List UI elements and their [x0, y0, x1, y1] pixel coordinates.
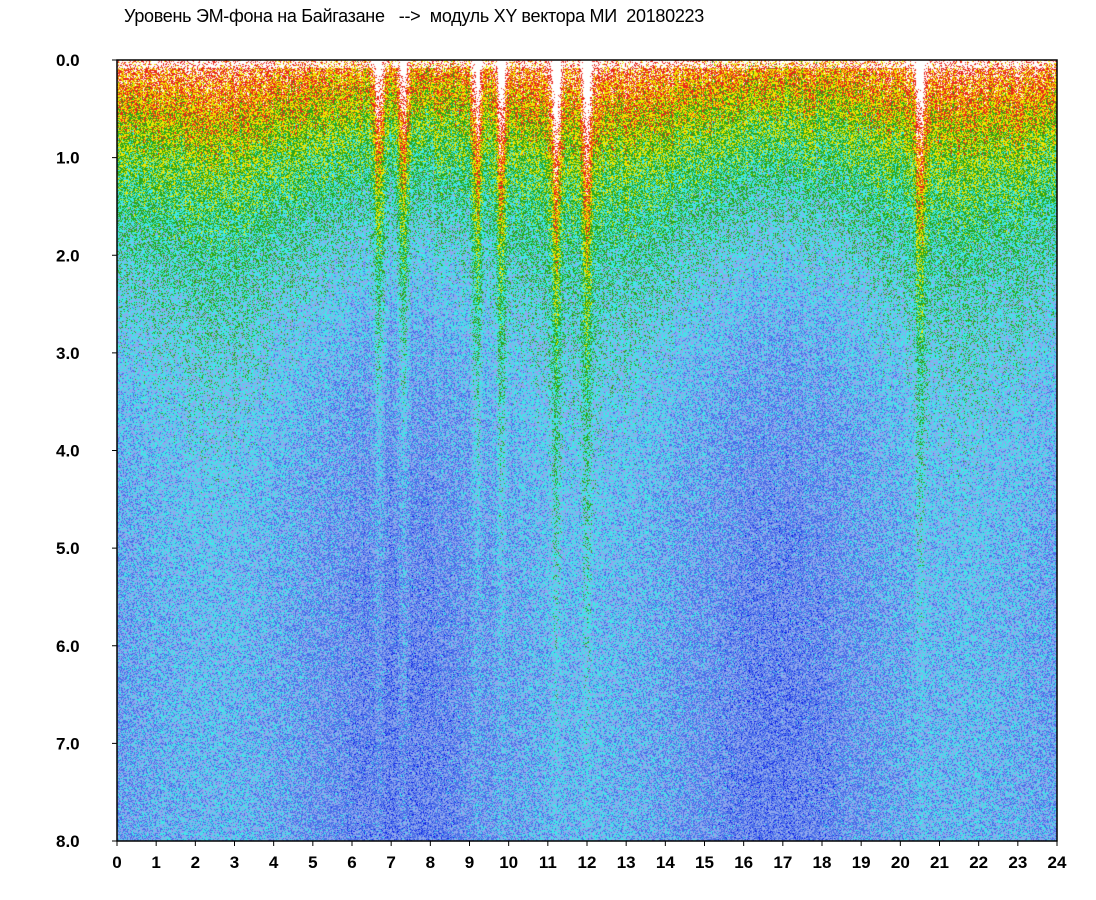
- x-tick-label: 5: [308, 853, 317, 872]
- heatmap-image: [117, 60, 1057, 841]
- x-tick-label: 19: [852, 853, 871, 872]
- x-tick-label: 15: [695, 853, 714, 872]
- y-tick-label: 4.0: [56, 442, 80, 461]
- x-tick-label: 2: [191, 853, 200, 872]
- x-axis-ticks: 0 1 2 3 4 5 6 7 8 9 10 11 12 13 14 15 16 17 18 19 20 21 22 23 24: [112, 841, 1067, 872]
- y-tick-label: 3.0: [56, 344, 80, 363]
- x-tick-label: 13: [617, 853, 636, 872]
- y-axis-ticks: 0.0 1.0 2.0 3.0 4.0 5.0 6.0 7.0 8.0: [56, 51, 117, 851]
- x-tick-label: 23: [1008, 853, 1027, 872]
- y-tick-label: 2.0: [56, 246, 80, 265]
- x-tick-label: 21: [930, 853, 949, 872]
- heatmap-area: [117, 60, 1057, 841]
- x-tick-label: 14: [656, 853, 675, 872]
- y-tick-label: 1.0: [56, 149, 80, 168]
- x-tick-label: 18: [813, 853, 832, 872]
- x-tick-label: 24: [1048, 853, 1067, 872]
- y-tick-label: 5.0: [56, 539, 80, 558]
- x-tick-label: 11: [539, 853, 557, 872]
- x-tick-label: 9: [465, 853, 474, 872]
- x-tick-label: 20: [891, 853, 910, 872]
- x-tick-label: 17: [773, 853, 792, 872]
- x-tick-label: 3: [230, 853, 239, 872]
- y-tick-label: 8.0: [56, 832, 80, 851]
- x-tick-label: 10: [499, 853, 518, 872]
- x-tick-label: 8: [426, 853, 435, 872]
- y-tick-label: 7.0: [56, 734, 80, 753]
- y-tick-label: 0.0: [56, 51, 80, 70]
- x-tick-label: 16: [734, 853, 753, 872]
- y-tick-label: 6.0: [56, 637, 80, 656]
- x-tick-label: 0: [112, 853, 121, 872]
- x-tick-label: 12: [578, 853, 597, 872]
- x-tick-label: 1: [151, 853, 160, 872]
- x-tick-label: 6: [347, 853, 356, 872]
- chart-title: Уровень ЭМ-фона на Байгазане --> модуль …: [124, 6, 704, 26]
- x-tick-label: 4: [269, 853, 279, 872]
- x-tick-label: 22: [969, 853, 988, 872]
- x-tick-label: 7: [386, 853, 395, 872]
